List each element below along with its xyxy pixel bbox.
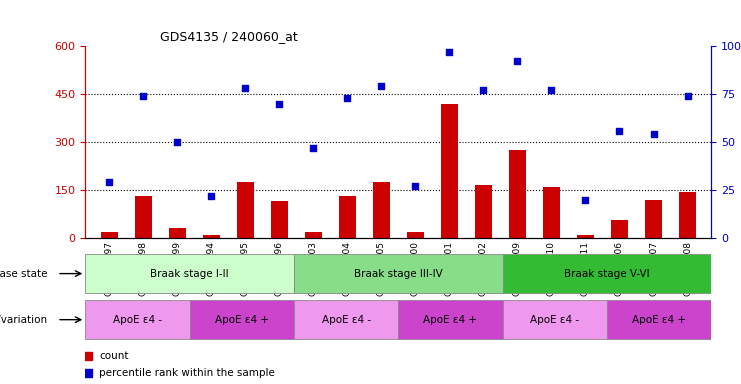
FancyBboxPatch shape [85,300,190,339]
Text: Braak stage III-IV: Braak stage III-IV [354,268,442,279]
Point [376,83,388,89]
Bar [373,182,390,238]
Point [579,197,591,203]
Point [648,131,659,137]
Text: disease state: disease state [0,268,47,279]
FancyBboxPatch shape [190,300,294,339]
Point [614,127,625,134]
Bar [270,201,288,238]
Bar [339,197,356,238]
Bar [509,150,526,238]
Text: ApoE ε4 +: ApoE ε4 + [215,314,269,325]
Point [545,87,557,93]
Point [342,95,353,101]
FancyBboxPatch shape [502,300,607,339]
FancyBboxPatch shape [294,300,399,339]
Point [308,145,319,151]
Point [205,193,217,199]
FancyBboxPatch shape [607,300,711,339]
Point [409,183,421,189]
Text: Braak stage I-II: Braak stage I-II [150,268,229,279]
FancyBboxPatch shape [399,300,502,339]
FancyBboxPatch shape [85,254,294,293]
Bar [305,232,322,238]
Text: Braak stage V-VI: Braak stage V-VI [564,268,650,279]
Bar [475,185,492,238]
Point [137,93,149,99]
Bar [543,187,560,238]
Bar [611,220,628,238]
Text: ApoE ε4 +: ApoE ε4 + [423,314,477,325]
Point [477,87,489,93]
Text: GDS4135 / 240060_at: GDS4135 / 240060_at [160,30,298,43]
Bar [645,200,662,238]
Bar [236,182,253,238]
Text: count: count [99,351,128,361]
Point [171,139,183,145]
Point [443,49,455,55]
Text: ApoE ε4 -: ApoE ε4 - [531,314,579,325]
Bar [577,235,594,238]
Bar [679,192,696,238]
FancyBboxPatch shape [502,254,711,293]
Point [103,179,115,185]
Text: ApoE ε4 +: ApoE ε4 + [632,314,686,325]
Point [239,85,251,91]
Bar [441,104,458,238]
FancyBboxPatch shape [294,254,502,293]
Bar [101,232,118,238]
Bar [135,197,152,238]
Point [511,58,523,65]
Bar [169,228,185,238]
Text: ApoE ε4 -: ApoE ε4 - [113,314,162,325]
Bar [202,235,219,238]
Text: percentile rank within the sample: percentile rank within the sample [99,368,275,378]
Point [273,101,285,107]
Text: ApoE ε4 -: ApoE ε4 - [322,314,370,325]
Bar [407,232,424,238]
Point [682,93,694,99]
Text: genotype/variation: genotype/variation [0,314,47,325]
